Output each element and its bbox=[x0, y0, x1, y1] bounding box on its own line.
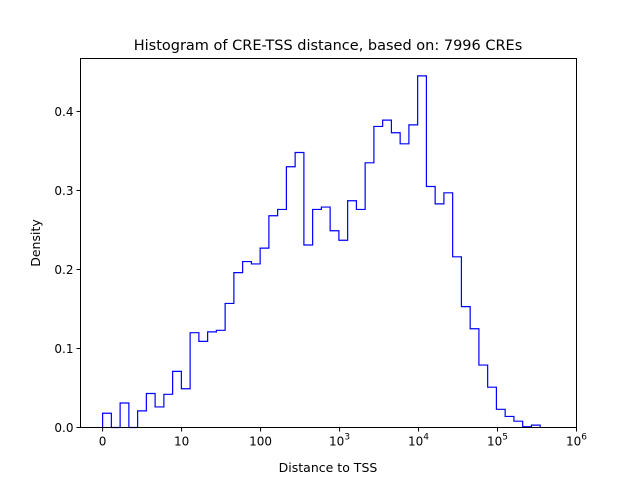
x-tick-label: 103 bbox=[329, 433, 350, 449]
y-tick-label: 0.4 bbox=[54, 105, 73, 119]
histogram-bin bbox=[120, 403, 129, 427]
histogram-bin bbox=[409, 125, 418, 428]
histogram-bin bbox=[426, 187, 435, 428]
histogram-bin bbox=[295, 153, 304, 428]
x-tick-label: 100 bbox=[249, 435, 272, 449]
histogram-bin bbox=[321, 207, 330, 427]
histogram-bin bbox=[269, 216, 278, 428]
histogram-bin bbox=[356, 209, 365, 427]
histogram-bin bbox=[313, 209, 322, 427]
histogram-bin bbox=[339, 240, 348, 427]
histogram-bin bbox=[260, 248, 269, 427]
histogram-bin bbox=[496, 409, 505, 427]
histogram-bin bbox=[251, 264, 260, 428]
histogram-bin bbox=[103, 413, 112, 427]
histogram-bin bbox=[444, 193, 453, 428]
histogram-bin bbox=[479, 365, 488, 427]
histogram-bin bbox=[461, 307, 470, 428]
histogram-bin bbox=[286, 167, 295, 428]
plot-frame bbox=[80, 58, 577, 428]
histogram-bin bbox=[199, 341, 208, 427]
histogram-bin bbox=[400, 144, 409, 428]
histogram-bin bbox=[453, 257, 462, 428]
histogram-bin bbox=[488, 387, 497, 427]
histogram-bin bbox=[365, 163, 374, 428]
histogram-bin bbox=[304, 245, 313, 428]
x-tick-label: 106 bbox=[566, 433, 587, 449]
y-tick-label: 0.1 bbox=[54, 342, 73, 356]
histogram-bin bbox=[225, 303, 234, 427]
histogram-bin bbox=[374, 126, 383, 427]
histogram-bin bbox=[164, 394, 173, 427]
chart-title: Histogram of CRE-TSS distance, based on:… bbox=[134, 38, 523, 54]
histogram-bin bbox=[155, 407, 164, 428]
y-tick-label: 0.2 bbox=[54, 263, 73, 277]
x-tick-label: 104 bbox=[408, 433, 429, 449]
histogram-bin bbox=[243, 262, 252, 428]
y-tick-label: 0.0 bbox=[54, 421, 73, 435]
histogram-step-line bbox=[102, 75, 541, 429]
histogram-bin bbox=[278, 209, 287, 427]
histogram-bin bbox=[383, 120, 392, 427]
histogram-bin bbox=[418, 76, 427, 428]
x-axis-label: Distance to TSS bbox=[279, 460, 378, 475]
y-axis-label: Density bbox=[28, 219, 43, 267]
histogram-bin bbox=[470, 329, 479, 428]
histogram-bin bbox=[234, 273, 243, 428]
histogram-bin bbox=[391, 133, 400, 428]
histogram-bin bbox=[216, 330, 225, 427]
histogram-bin bbox=[348, 201, 357, 428]
histogram-bin bbox=[514, 421, 523, 427]
histogram-bin bbox=[435, 204, 444, 428]
histogram-bin bbox=[181, 389, 190, 428]
histogram-bin bbox=[190, 333, 199, 428]
histogram-bin bbox=[146, 394, 155, 428]
histogram-bin bbox=[173, 371, 182, 427]
y-tick-label: 0.3 bbox=[54, 184, 73, 198]
histogram-bin bbox=[138, 411, 147, 428]
histogram-bin bbox=[330, 231, 339, 428]
histogram-bin bbox=[208, 332, 217, 428]
x-tick-label: 10 bbox=[174, 435, 189, 449]
x-tick-label: 0 bbox=[99, 435, 107, 449]
histogram-bin bbox=[505, 416, 514, 427]
x-tick-label: 105 bbox=[487, 433, 508, 449]
